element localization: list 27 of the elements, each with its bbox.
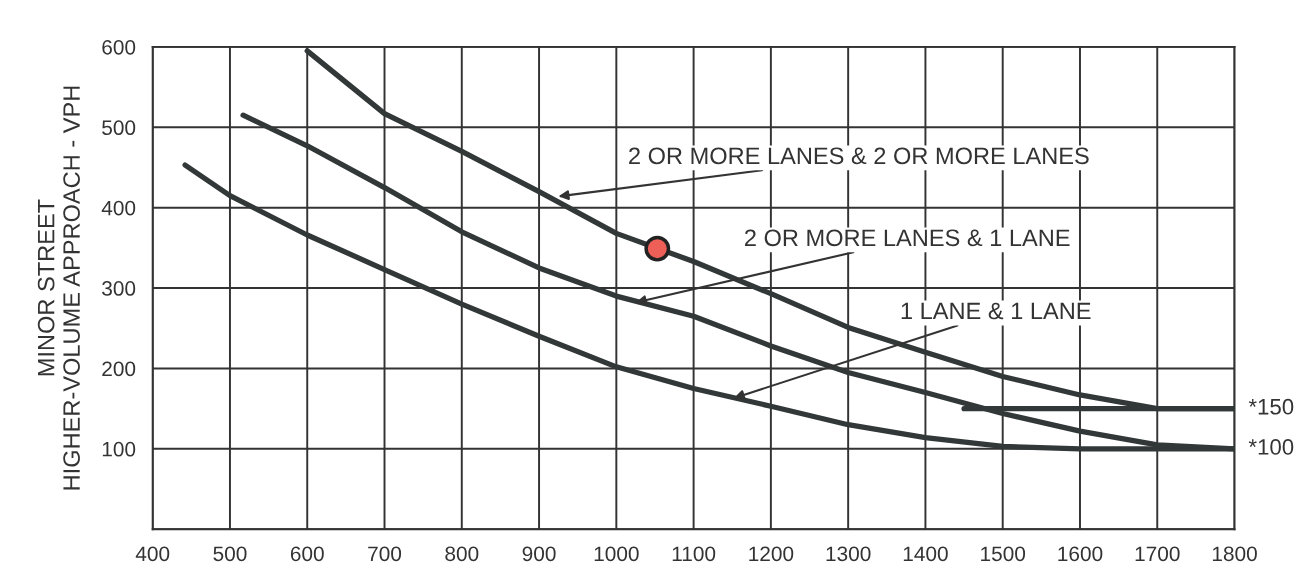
x-tick-label: 700: [368, 546, 402, 562]
annotation: 2 OR MORE LANES & 2 OR MORE LANES: [629, 147, 1089, 165]
x-tick-label: 1700: [1135, 546, 1180, 562]
y-tick-label: 100: [102, 441, 136, 457]
x-tick-label: 1100: [672, 546, 716, 562]
annotation: *100: [1248, 439, 1294, 455]
y-tick-label: 200: [102, 361, 136, 377]
x-tick-label: 800: [445, 546, 479, 562]
y-tick-label: 300: [102, 281, 136, 296]
x-tick-label: 1400: [903, 546, 948, 562]
annotation: *150: [1248, 398, 1294, 415]
x-tick-label: 1000: [594, 546, 639, 562]
x-tick-label: 1500: [981, 546, 1026, 562]
y-tick-label: 500: [102, 120, 136, 136]
y-tick-label: 600: [102, 39, 136, 55]
x-tick-label: 400: [135, 546, 170, 562]
x-tick-label: 1800: [1212, 546, 1257, 562]
annotation: 2 OR MORE LANES & 1 LANE: [745, 229, 1070, 247]
x-tick-label: 900: [522, 546, 556, 562]
y-tick-label: 400: [101, 200, 136, 216]
x-tick-label: 1200: [749, 546, 794, 562]
x-tick-label: 500: [213, 546, 247, 562]
x-tick-label: 1300: [826, 546, 871, 562]
annotation: 1 LANE & 1 LANE: [901, 302, 1091, 320]
y-axis-title: MINOR STREET HIGHER-VOLUME APPROACH - VPH: [37, 86, 80, 490]
x-tick-label: 1600: [1058, 546, 1103, 562]
x-tick-label: 600: [290, 546, 324, 562]
